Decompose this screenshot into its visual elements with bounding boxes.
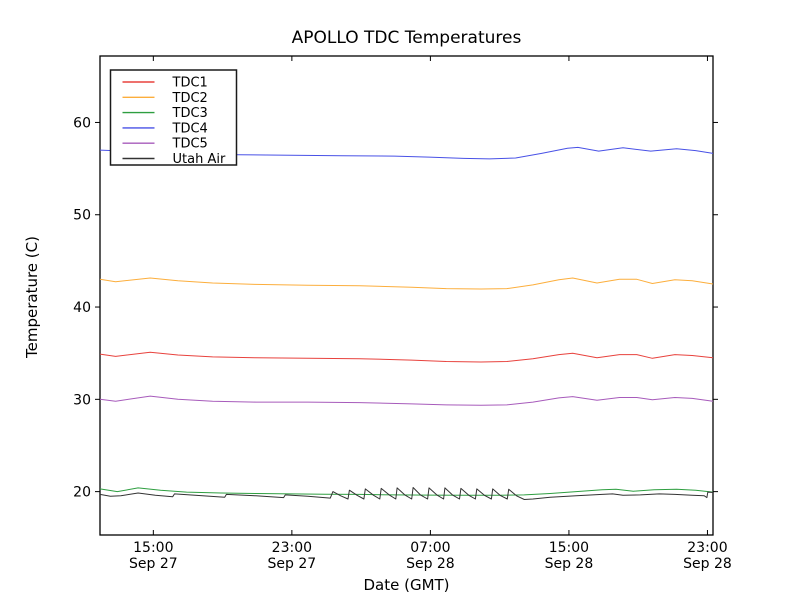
y-tick-label-4: 60 [73, 115, 91, 131]
y-axis-label: Temperature (C) [23, 236, 41, 358]
y-tick-label-0: 20 [73, 485, 91, 501]
legend-label-TDC5: TDC5 [172, 137, 208, 152]
series-line-TDC2 [99, 277, 714, 290]
x-axis-label: Date (GMT) [363, 576, 450, 594]
x-tick-label-date-1: Sep 27 [268, 556, 317, 572]
x-tick-label-time-3: 15:00 [549, 540, 589, 556]
series-line-TDC5 [99, 395, 714, 406]
x-tick-label-date-3: Sep 28 [545, 556, 594, 572]
x-tick-label-time-0: 15:00 [133, 540, 173, 556]
series-line-TDC1 [99, 351, 714, 363]
x-tick-label-time-2: 07:00 [410, 540, 450, 556]
y-tick-label-3: 50 [73, 208, 91, 224]
series-line-Utah-Air [99, 487, 714, 500]
legend-label-TDC3: TDC3 [172, 106, 208, 121]
series-line-TDC3 [99, 487, 714, 496]
legend-label-TDC2: TDC2 [172, 91, 208, 106]
y-tick-label-1: 30 [73, 392, 91, 408]
x-tick-label-date-4: Sep 28 [683, 556, 732, 572]
x-tick-label-time-4: 23:00 [687, 540, 727, 556]
legend-label-TDC4: TDC4 [172, 121, 208, 136]
legend-box [109, 69, 238, 166]
y-tick-label-2: 40 [73, 300, 91, 316]
chart-title: APOLLO TDC Temperatures [291, 28, 522, 48]
plot-frame [99, 55, 714, 536]
legend-label-TDC1: TDC1 [172, 76, 208, 91]
x-tick-label-date-0: Sep 27 [129, 556, 178, 572]
x-tick-label-date-2: Sep 28 [406, 556, 455, 572]
legend-label-Utah-Air: Utah Air [173, 152, 226, 167]
x-tick-label-time-1: 23:00 [272, 540, 312, 556]
